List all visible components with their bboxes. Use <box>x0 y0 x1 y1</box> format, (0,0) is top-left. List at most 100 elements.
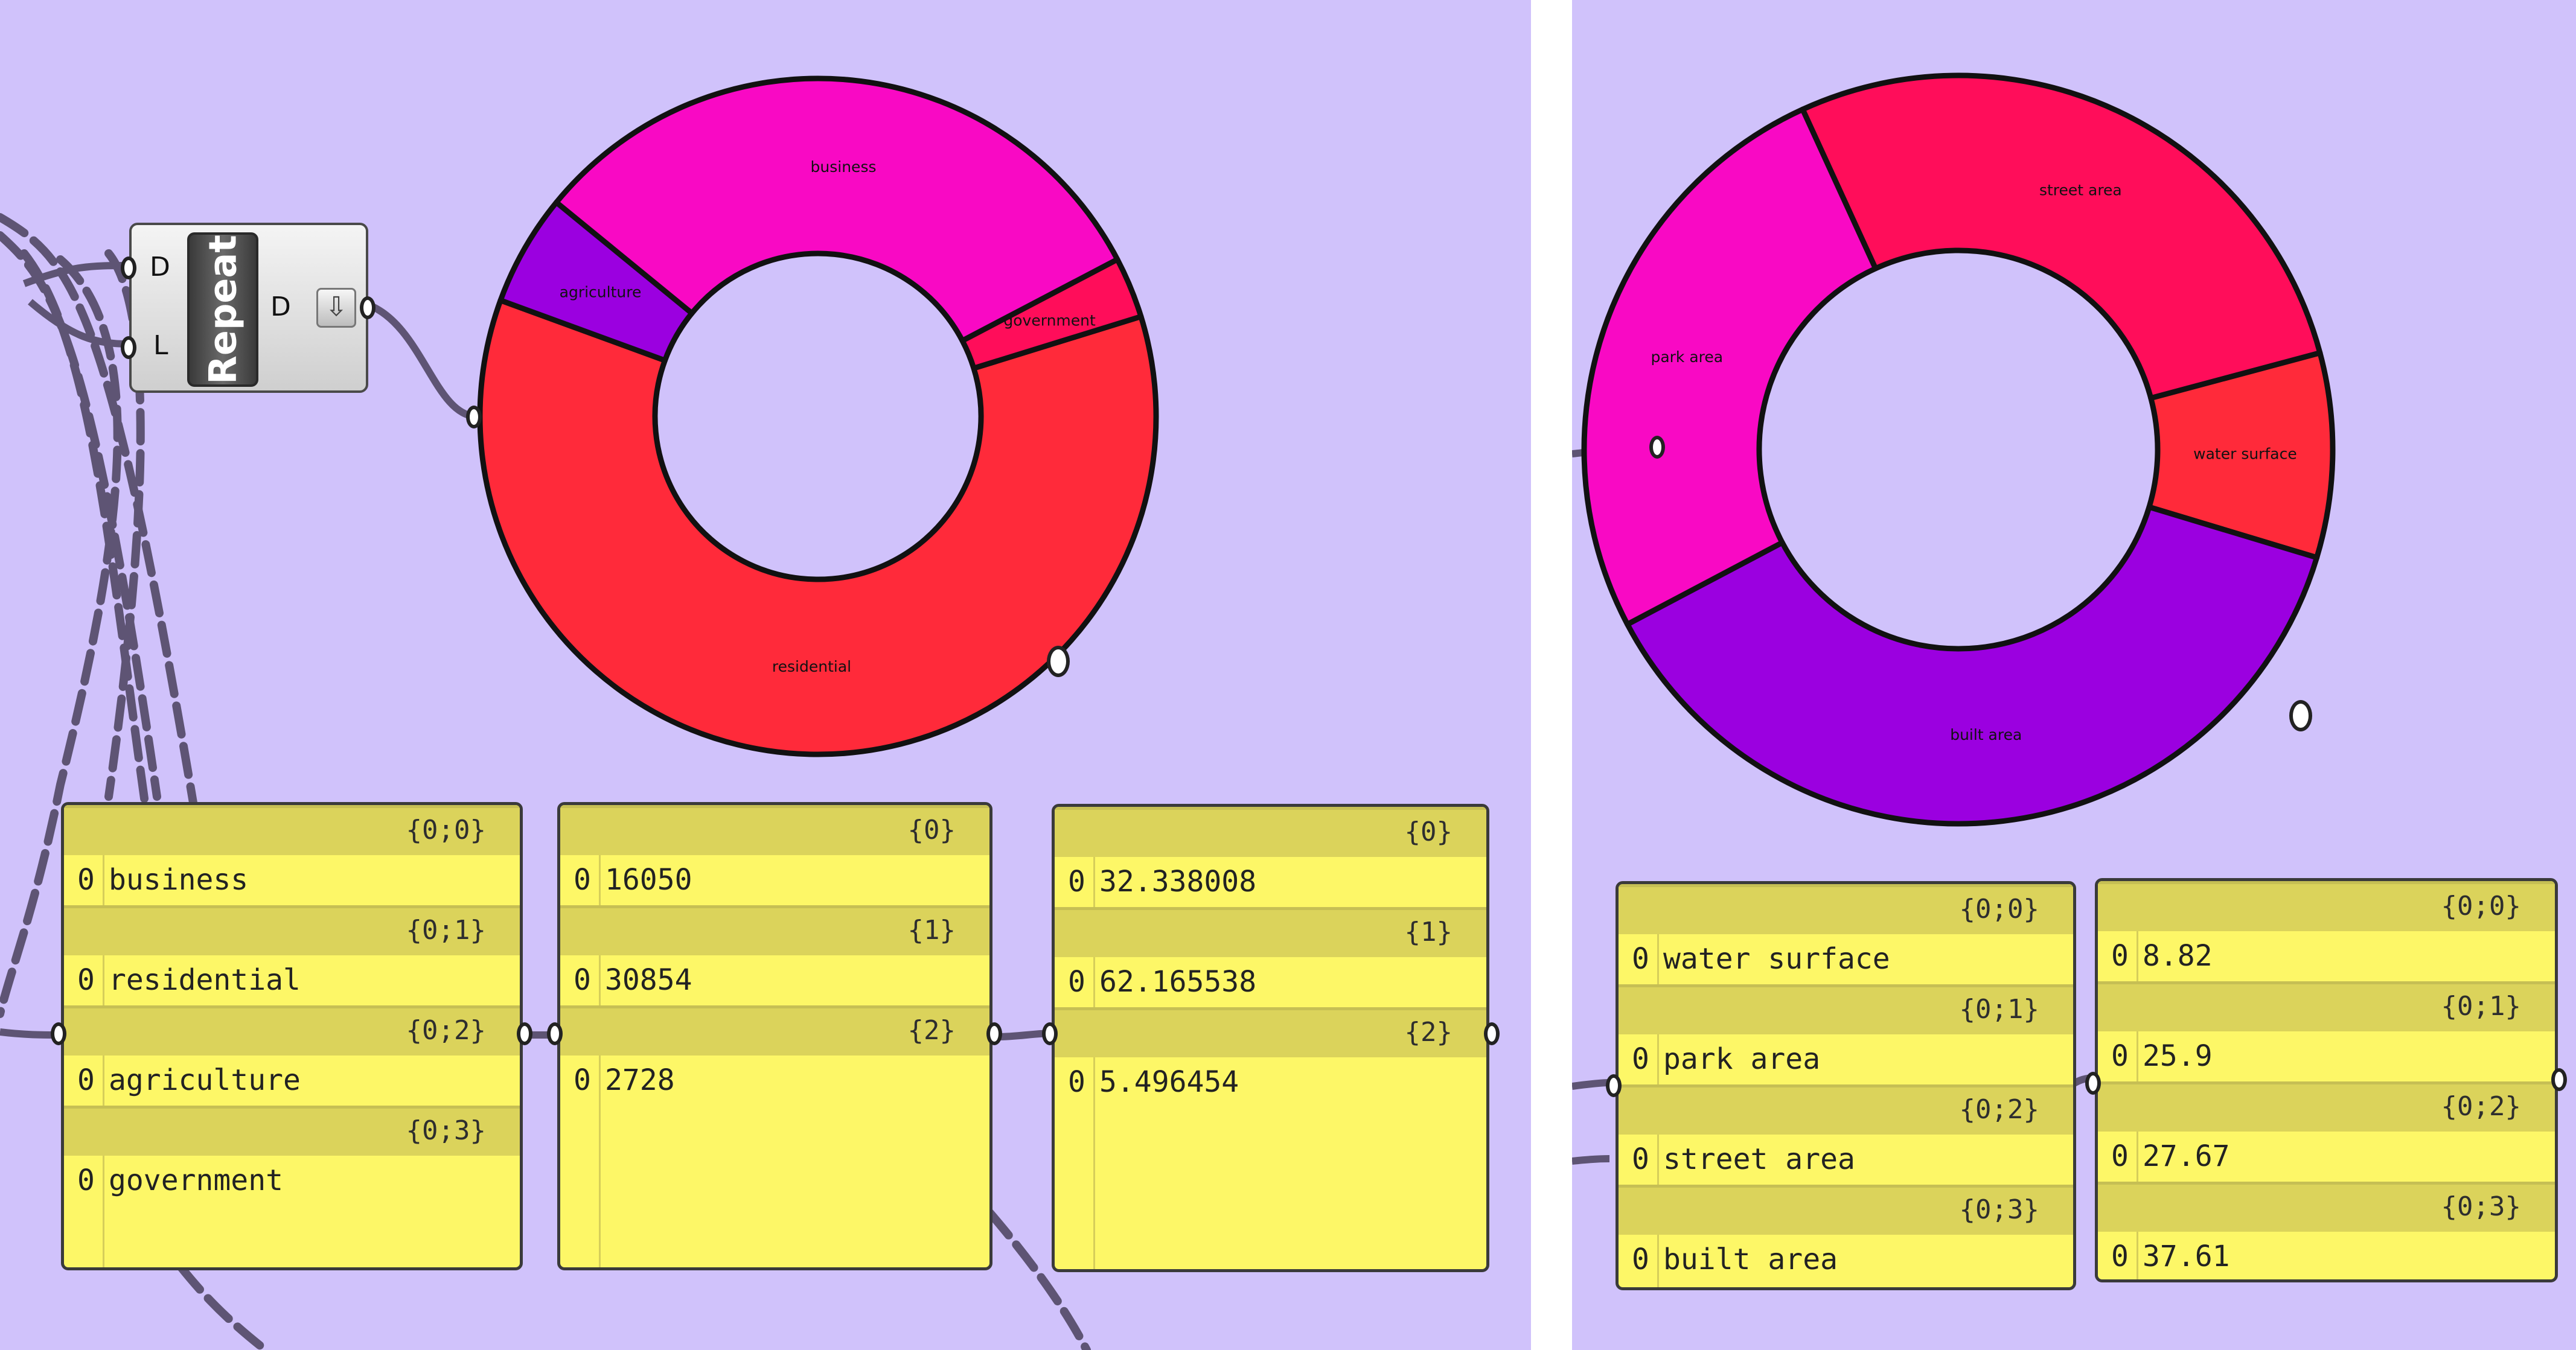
item-index: 0 <box>2111 1039 2129 1073</box>
donut-segment-street-area[interactable] <box>1800 72 2323 401</box>
input-d-label: D <box>150 252 170 282</box>
donut-segment-park-area[interactable] <box>1581 106 1879 627</box>
item-value: residential <box>109 963 301 997</box>
panel-output-grip[interactable] <box>1484 1022 1500 1045</box>
output-d-grip[interactable] <box>360 296 376 319</box>
branch-path: {0;2} <box>1619 1084 2073 1135</box>
donut-output-grip-left[interactable] <box>1047 646 1070 677</box>
item-value: street area <box>1663 1142 1855 1176</box>
donut-segment-business[interactable] <box>554 75 1120 344</box>
panel-row: {0;1} 0 residential <box>64 905 520 1005</box>
canvas-divider <box>1531 0 1572 1350</box>
item-index: 0 <box>1632 942 1649 976</box>
branch-path: {0;2} <box>64 1005 520 1055</box>
item-value: 8.82 <box>2143 939 2213 973</box>
branch-path: {0;3} <box>1619 1185 2073 1235</box>
item-value: 62.165538 <box>1099 965 1257 999</box>
item-value: 27.67 <box>2143 1139 2230 1173</box>
repeat-component[interactable]: D L Repeat D ⇩ <box>121 223 376 393</box>
item-index: 0 <box>1068 1065 1085 1099</box>
panel-row: {0;3} 0 built area <box>1619 1185 2073 1285</box>
item-index: 0 <box>574 863 591 897</box>
branch-path: {0;1} <box>2098 981 2555 1031</box>
panel-gutter <box>2137 881 2138 1279</box>
panel-input-grip[interactable] <box>547 1022 563 1045</box>
panel-row: {1} 0 30854 <box>560 905 989 1005</box>
panel-row: {1} 0 62.165538 <box>1055 907 1486 1007</box>
donut-segment-label: business <box>811 158 877 176</box>
item-index: 0 <box>1632 1142 1649 1176</box>
canvas-right[interactable]: street area water surface built area park a… <box>1572 0 2576 1350</box>
panel-row: {0} 0 16050 <box>560 805 989 905</box>
item-value: agriculture <box>109 1063 301 1097</box>
input-l-grip[interactable] <box>121 336 136 359</box>
item-value: 37.61 <box>2143 1240 2230 1273</box>
panel-row: {0;3} 0 government <box>64 1106 520 1206</box>
panel-row: {0;0} 0 8.82 <box>2098 881 2555 981</box>
repeat-title: Repeat <box>200 235 245 384</box>
branch-path: {0;2} <box>2098 1081 2555 1132</box>
branch-path: {0;0} <box>64 805 520 855</box>
panel-row: {0;1} 0 25.9 <box>2098 981 2555 1081</box>
donut-output-grip-right[interactable] <box>2289 700 2312 731</box>
branch-path: {1} <box>1055 907 1486 957</box>
donut-chart-right[interactable]: street area water surface built area park a… <box>1572 0 2576 1350</box>
donut-segment-built-area[interactable] <box>1625 504 2320 827</box>
panel-input-grip[interactable] <box>1606 1074 1622 1097</box>
panel-row: {2} 0 5.496454 <box>1055 1007 1486 1107</box>
panel-row: {0;2} 0 agriculture <box>64 1005 520 1106</box>
panel-row: {2} 0 2728 <box>560 1005 989 1106</box>
donut-input-grip-left[interactable] <box>466 406 482 428</box>
panel-row: {0} 0 32.338008 <box>1055 807 1486 907</box>
input-d-grip[interactable] <box>121 256 136 279</box>
donut-segment-government[interactable] <box>959 256 1144 371</box>
item-value: government <box>109 1164 283 1197</box>
donut-segment-label: agriculture <box>560 283 642 301</box>
arrow-down-icon[interactable]: ⇩ <box>316 288 356 328</box>
donut-segment-residential[interactable] <box>477 298 1159 757</box>
donut-segment-label: street area <box>2039 181 2122 199</box>
panel-output-grip[interactable] <box>517 1022 532 1045</box>
branch-path: {0;0} <box>1619 884 2073 934</box>
panel-row: {0;2} 0 street area <box>1619 1084 2073 1185</box>
panel-row: {0;0} 0 business <box>64 805 520 905</box>
branch-path: {0} <box>560 805 989 855</box>
item-index: 0 <box>2111 1139 2129 1173</box>
donut-segment-label: water surface <box>2193 445 2297 462</box>
panel-input-grip[interactable] <box>1042 1022 1058 1045</box>
panel-output-grip[interactable] <box>2551 1068 2567 1091</box>
branch-path: {0;1} <box>1619 984 2073 1034</box>
panel-labels-left[interactable]: {0;0} 0 business {0;1} 0 residential {0;2}… <box>61 802 523 1270</box>
item-index: 0 <box>77 863 95 897</box>
panel-row: {0;3} 0 37.61 <box>2098 1182 2555 1279</box>
branch-path: {0;0} <box>2098 881 2555 931</box>
donut-chart-left[interactable]: residential agriculture business government <box>0 0 1531 1350</box>
panel-input-grip[interactable] <box>51 1022 66 1045</box>
donut-input-grip-right[interactable] <box>1649 436 1665 459</box>
branch-path: {0} <box>1055 807 1486 857</box>
panel-row: {0;0} 0 water surface <box>1619 884 2073 984</box>
donut-segment-label: government <box>1003 312 1096 330</box>
donut-segment-label: residential <box>772 658 851 675</box>
item-index: 0 <box>574 963 591 997</box>
panel-output-grip[interactable] <box>986 1022 1002 1045</box>
repeat-core[interactable]: Repeat <box>187 232 258 387</box>
item-value: built area <box>1663 1243 1838 1276</box>
item-value: 5.496454 <box>1099 1065 1239 1099</box>
panel-values-left[interactable]: {0} 0 16050 {1} 0 30854 {2} 0 2728 <box>557 802 992 1270</box>
panel-labels-right[interactable]: {0;0} 0 water surface {0;1} 0 park area {0… <box>1616 881 2076 1290</box>
item-value: 16050 <box>605 863 692 897</box>
item-index: 0 <box>2111 939 2129 973</box>
panel-values-right[interactable]: {0;0} 0 8.82 {0;1} 0 25.9 {0;2} 0 27.67 {0;… <box>2095 878 2558 1282</box>
panel-input-grip[interactable] <box>2085 1072 2101 1095</box>
branch-path: {1} <box>560 905 989 955</box>
panel-percentages-left[interactable]: {0} 0 32.338008 {1} 0 62.165538 {2} 0 5.496… <box>1052 804 1489 1272</box>
item-index: 0 <box>1068 965 1085 999</box>
item-index: 0 <box>77 963 95 997</box>
branch-path: {2} <box>1055 1007 1486 1057</box>
item-value: business <box>109 863 249 897</box>
input-l-label: L <box>153 330 168 361</box>
item-index: 0 <box>77 1164 95 1197</box>
canvas-left[interactable]: residential agriculture business government… <box>0 0 1531 1350</box>
item-value: 25.9 <box>2143 1039 2213 1073</box>
